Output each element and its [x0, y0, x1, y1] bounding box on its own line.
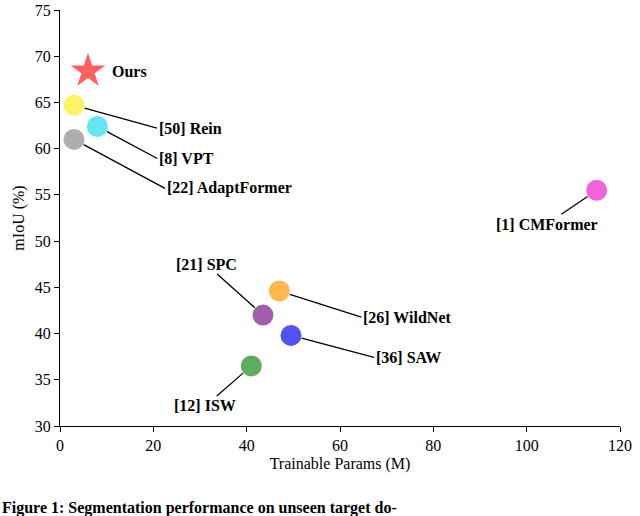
svg-text:0: 0 — [56, 437, 64, 454]
svg-text:Ours: Ours — [112, 63, 147, 80]
svg-text:65: 65 — [35, 94, 51, 111]
svg-text:[21] SPC: [21] SPC — [176, 256, 237, 273]
svg-text:Trainable Params (M): Trainable Params (M) — [270, 455, 411, 473]
svg-text:60: 60 — [332, 437, 348, 454]
svg-text:100: 100 — [515, 437, 539, 454]
svg-text:70: 70 — [35, 48, 51, 65]
svg-text:mIoU (%): mIoU (%) — [10, 185, 28, 250]
svg-text:60: 60 — [35, 140, 51, 157]
svg-text:40: 40 — [35, 325, 51, 342]
svg-text:Figure 1: Segmentation perform: Figure 1: Segmentation performance on un… — [2, 499, 397, 516]
svg-text:[26] WildNet: [26] WildNet — [363, 309, 452, 326]
svg-text:40: 40 — [239, 437, 255, 454]
svg-text:80: 80 — [425, 437, 441, 454]
svg-text:[36] SAW: [36] SAW — [376, 349, 441, 366]
svg-text:[22] AdaptFormer: [22] AdaptFormer — [167, 179, 292, 197]
svg-text:120: 120 — [608, 437, 632, 454]
svg-text:45: 45 — [35, 279, 51, 296]
svg-text:55: 55 — [35, 186, 51, 203]
svg-text:[1] CMFormer: [1] CMFormer — [496, 216, 598, 233]
svg-text:75: 75 — [35, 2, 51, 19]
svg-text:[12] ISW: [12] ISW — [174, 397, 236, 414]
svg-text:20: 20 — [145, 437, 161, 454]
svg-text:35: 35 — [35, 371, 51, 388]
svg-text:[8] VPT: [8] VPT — [159, 150, 214, 167]
svg-text:30: 30 — [35, 418, 51, 435]
svg-text:50: 50 — [35, 233, 51, 250]
svg-text:[50] Rein: [50] Rein — [159, 120, 222, 137]
